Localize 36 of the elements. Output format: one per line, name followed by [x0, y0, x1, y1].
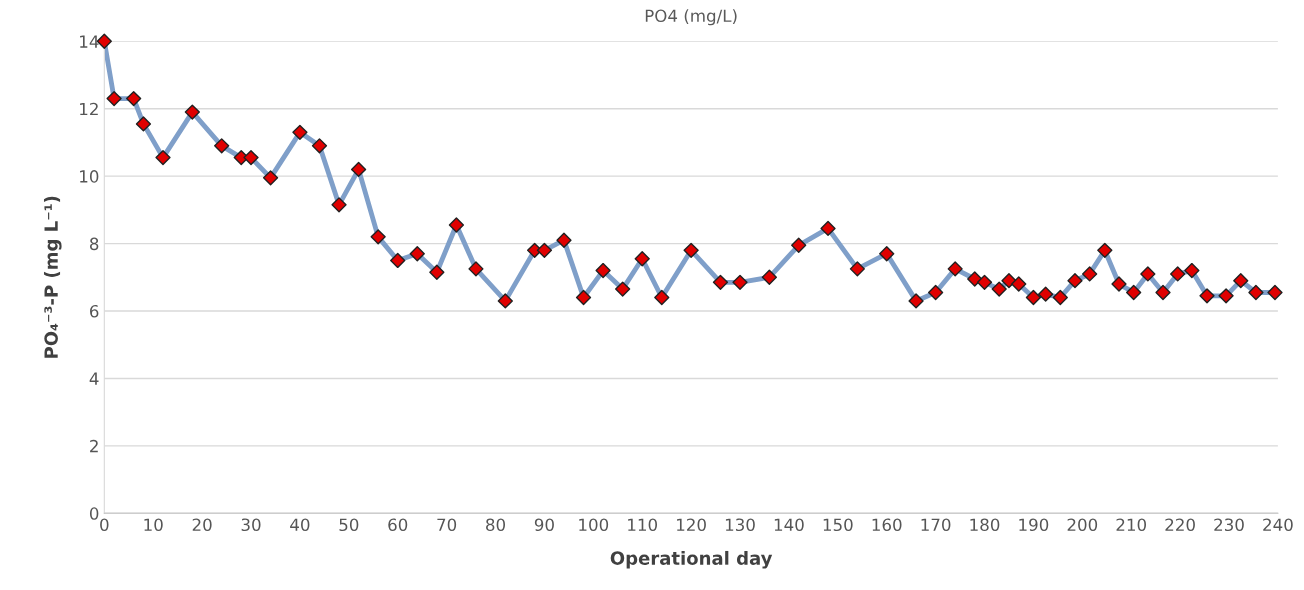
x-tick-label: 120 [677, 518, 706, 532]
x-tick-label: 180 [970, 518, 1000, 532]
y-tick-label: 10 [80, 170, 99, 183]
y-tick-label: 8 [89, 237, 99, 251]
x-tick-label: 190 [1019, 518, 1049, 532]
x-tick-label: 200 [1067, 518, 1098, 532]
x-tick-label: 10 [144, 518, 163, 532]
x-tick-label: 130 [725, 518, 755, 532]
x-tick-label: 210 [1116, 518, 1147, 532]
x-tick-label: 80 [486, 518, 506, 532]
x-tick-label: 220 [1165, 518, 1195, 532]
x-tick-label: 90 [534, 518, 554, 532]
y-tick-label: 4 [89, 372, 99, 385]
y-tick-label: 2 [90, 439, 98, 453]
x-tick-label: 170 [921, 518, 951, 532]
y-tick-label: 0 [89, 507, 99, 520]
x-tick-label: 100 [579, 518, 609, 532]
x-axis-title: Operational day [610, 550, 773, 569]
x-tick-label: 150 [823, 518, 853, 532]
y-tick-label: 14 [80, 35, 99, 48]
x-tick-label: 0 [100, 518, 109, 532]
x-tick-label: 20 [192, 518, 212, 532]
x-tick-label: 140 [774, 518, 804, 532]
x-tick-label: 110 [628, 518, 658, 532]
y-tick-label: 12 [80, 102, 98, 116]
y-axis-title: PO₄⁻³-P (mg L⁻¹) [43, 196, 62, 358]
x-tick-label: 30 [241, 518, 261, 532]
x-tick-label: 40 [290, 518, 310, 532]
chart-title: PO4 (mg/L) [645, 9, 737, 26]
x-tick-label: 240 [1263, 518, 1293, 532]
x-tick-label: 230 [1214, 518, 1244, 532]
x-tick-label: 160 [872, 518, 902, 532]
x-tick-label: 70 [437, 518, 457, 532]
x-tick-label: 60 [388, 518, 408, 532]
x-tick-label: 50 [339, 518, 359, 532]
y-tick-label: 6 [90, 304, 99, 318]
